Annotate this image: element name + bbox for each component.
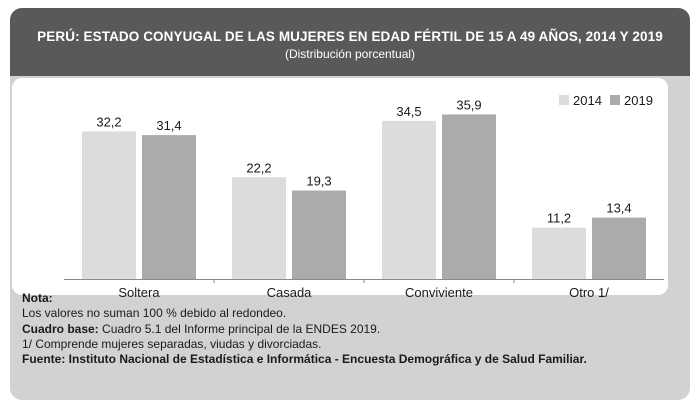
bar-2019	[592, 217, 646, 279]
bar-2019	[292, 190, 346, 279]
bar-2019	[442, 114, 496, 279]
data-label: 32,2	[96, 114, 121, 129]
cuadro-label: Cuadro base:	[22, 321, 99, 336]
bar-2014	[382, 120, 436, 279]
bar-2014	[532, 227, 586, 279]
data-label: 22,2	[246, 160, 271, 175]
chart-notes: Nota: Los valores no suman 100 % debido …	[22, 291, 672, 367]
chart-header: PERÚ: ESTADO CONYUGAL DE LAS MUJERES EN …	[10, 8, 690, 76]
nota-label: Nota:	[22, 291, 53, 305]
data-label: 11,2	[547, 211, 571, 226]
note-cuadro: Cuadro base: Cuadro 5.1 del Informe prin…	[22, 322, 672, 337]
bar-2019	[142, 135, 196, 279]
bar-2014	[82, 131, 136, 279]
source-note: Fuente: Instituto Nacional de Estadístic…	[22, 352, 587, 367]
legend-swatch-2014	[559, 95, 569, 105]
note-rounding: Los valores no suman 100 % debido al red…	[22, 306, 287, 321]
chart-subtitle: (Distribución porcentual)	[284, 47, 416, 61]
x-tick-label: Otro 1/	[569, 285, 609, 300]
data-label: 31,4	[156, 118, 181, 133]
data-label: 34,5	[396, 104, 421, 119]
legend-label: 2019	[624, 93, 653, 108]
chart-title: PERÚ: ESTADO CONYUGAL DE LAS MUJERES EN …	[37, 29, 663, 44]
legend-swatch-2019	[610, 95, 620, 105]
data-label: 13,4	[606, 201, 631, 216]
legend-label: 2014	[573, 93, 602, 108]
x-tick-label: Soltera	[118, 285, 160, 300]
note-otro: 1/ Comprende mujeres separadas, viudas y…	[22, 336, 322, 351]
cuadro-text: Cuadro 5.1 del Informe principal de la E…	[102, 321, 381, 336]
bar-chart: 32,2 31,4 Soltera 22,2 19,3 Casada 34,5 35,9 Con…	[64, 93, 664, 300]
data-label: 19,3	[306, 174, 331, 189]
data-label: 35,9	[456, 97, 481, 112]
x-tick-label: Conviviente	[405, 285, 473, 300]
x-tick-label: Casada	[267, 285, 313, 300]
bar-2014	[232, 177, 286, 279]
